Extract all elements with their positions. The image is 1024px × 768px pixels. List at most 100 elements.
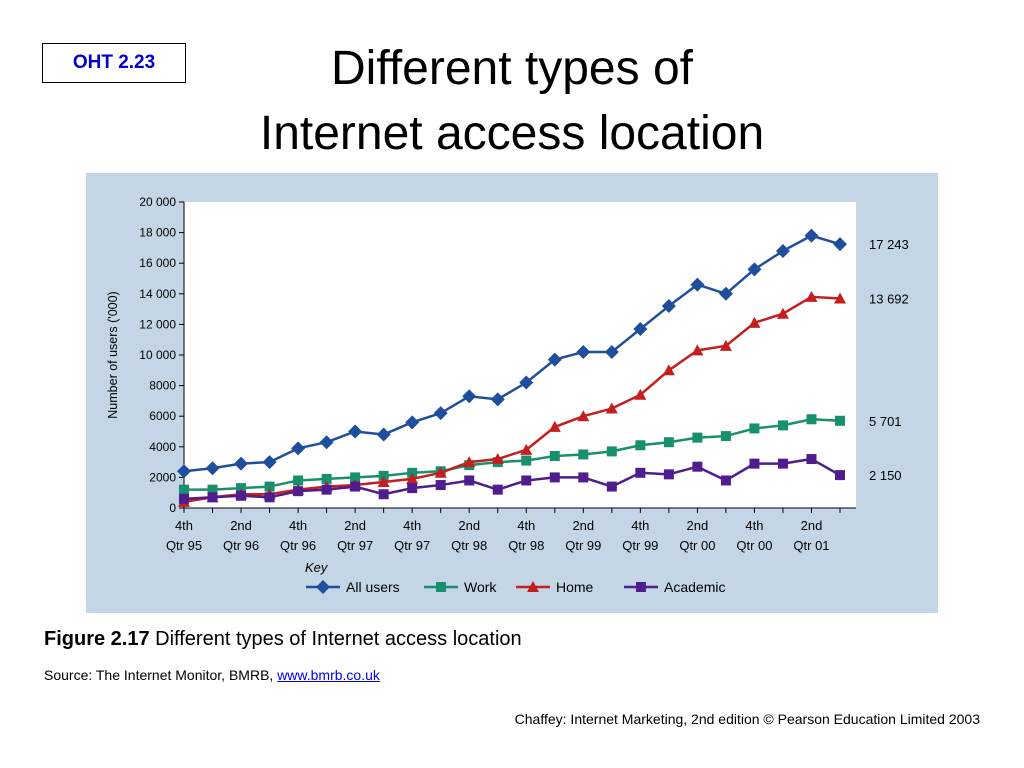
y-tick-label: 10 000 [139,348,176,362]
data-point [777,458,788,469]
y-tick-label: 2000 [149,470,176,484]
chart-panel: 0 2000 4000 6000 8000 10 000 12 000 14 000 16 00… [86,173,938,613]
data-point [321,473,332,484]
data-point [549,450,560,461]
data-point [293,486,304,497]
data-point [720,431,731,442]
data-point [264,492,275,503]
data-point [433,406,448,421]
x-tick-label: Qtr 98 [451,538,487,553]
data-point [321,484,332,495]
data-point [604,344,619,359]
figure-caption: Figure 2.17 Different types of Internet … [44,628,522,651]
y-tick-label: 12 000 [139,317,176,331]
data-point [776,307,789,319]
y-tick-label: 6000 [149,409,176,423]
data-point [521,455,532,466]
data-point [348,424,363,439]
data-point [462,389,477,404]
data-point [690,277,705,292]
series-line [183,234,841,473]
data-point [434,466,447,478]
data-point [549,472,560,483]
x-tick-label: Qtr 00 [679,538,715,553]
data-point [407,483,418,494]
data-point [236,483,247,494]
y-tick-label: 0 [169,501,176,515]
legend-label: Academic [664,579,725,595]
y-tick-label: 16 000 [139,256,176,270]
data-point [262,455,277,470]
data-point [492,484,503,495]
data-point [234,456,249,471]
y-tick-label: 4000 [149,440,176,454]
data-point [633,321,648,336]
source-link[interactable]: www.bmrb.co.uk [277,667,380,683]
legend-label: All users [346,579,400,595]
x-tick-label: Qtr 96 [280,538,316,553]
x-tick-label: Qtr 97 [337,538,373,553]
legend-swatch-marker [436,582,446,592]
x-tick-label: 4th [517,518,535,533]
x-tick-label: 2nd [687,518,709,533]
x-tick-label: 4th [403,518,421,533]
data-point [521,475,532,486]
credit-line: Chaffey: Internet Marketing, 2nd edition… [514,711,980,727]
data-point [663,469,674,480]
data-point [406,472,419,484]
data-point [179,484,189,495]
x-tick-label: Qtr 95 [166,538,202,553]
data-point [775,243,790,258]
figure-number: Figure 2.17 [44,628,150,650]
x-tick-label: 4th [745,518,763,533]
data-point [376,427,391,442]
data-point [635,467,646,478]
data-point [490,392,505,407]
x-tick-label: 2nd [801,518,823,533]
x-tick-label: 2nd [344,518,366,533]
source-text: Source: The Internet Monitor, BMRB, [44,667,278,683]
x-tick-label: Qtr 98 [508,538,544,553]
data-point [319,435,334,450]
series-layer: 17 243 5 701 13 692 2 150 [177,228,909,507]
data-point [804,228,819,243]
data-point [720,475,731,486]
data-point [718,286,733,301]
slide-title-line1: Different types of [331,42,693,95]
legend-title: Key [305,560,329,575]
line-chart: 0 2000 4000 6000 8000 10 000 12 000 14 000 16 00… [106,195,909,595]
data-point [634,388,647,400]
end-value-label: 17 243 [869,237,909,252]
data-point [661,299,676,314]
y-tick-label: 18 000 [139,226,176,240]
data-point [606,481,617,492]
data-point [577,410,590,422]
data-point [291,441,306,456]
data-point [378,489,389,500]
series-work: 5 701 [179,414,902,495]
data-point [491,453,504,465]
y-tick-label: 14 000 [139,287,176,301]
data-point [350,472,361,483]
data-point [692,461,703,472]
legend-label: Work [464,579,497,595]
y-tick-label: 20 000 [139,195,176,209]
data-point [547,352,562,367]
data-point [748,316,761,328]
data-point [719,339,732,351]
x-tick-label: 2nd [458,518,480,533]
data-point [835,470,845,481]
data-point [605,402,618,414]
data-point [519,375,534,390]
figure-caption-text: Different types of Internet access locat… [149,628,522,650]
data-point [548,420,561,432]
x-tick-label: 4th [631,518,649,533]
data-point [747,262,762,277]
plot-area [184,202,856,508]
legend: Key All users Work Home Academic [305,560,725,595]
x-tick-label: 2nd [572,518,594,533]
x-tick-label: Qtr 00 [736,538,772,553]
data-point [635,440,646,451]
data-point [806,414,817,425]
x-tick-label: Qtr 97 [394,538,430,553]
